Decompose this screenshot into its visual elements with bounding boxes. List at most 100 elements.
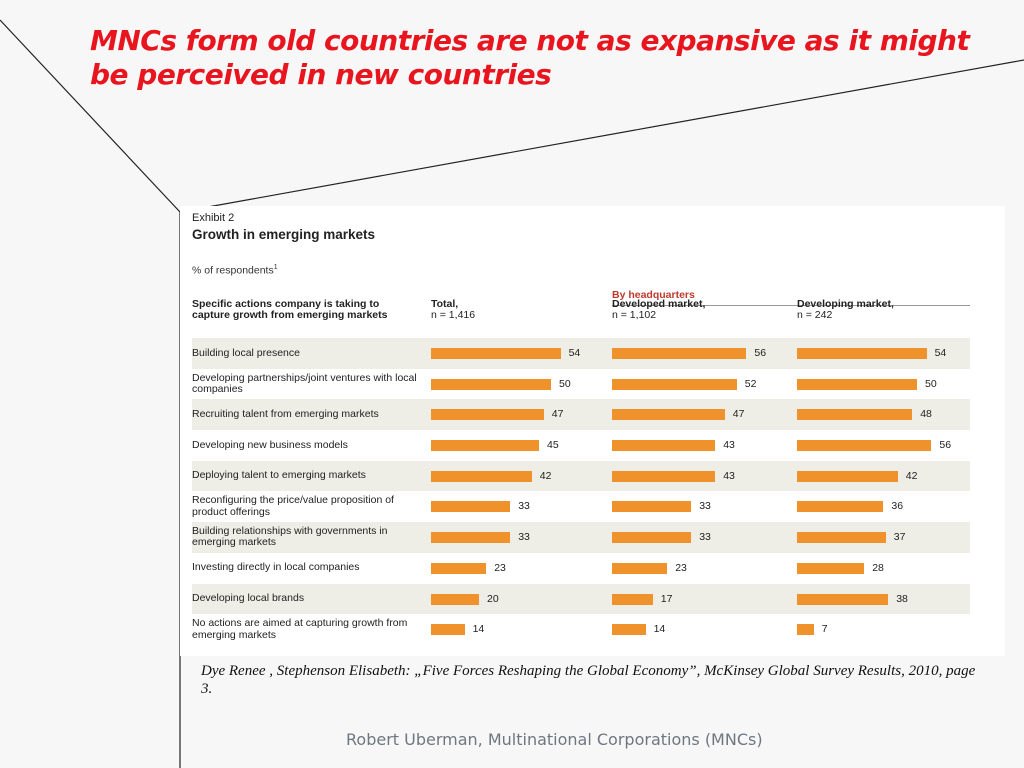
data-label-developed: 52 xyxy=(744,377,757,390)
bar-total xyxy=(431,470,532,482)
chart-row-reconfiguring-the-price-value-proposition-of-product-offerings: Reconfiguring the price/value propositio… xyxy=(192,491,970,522)
data-label-total: 20 xyxy=(487,592,499,605)
bar-total xyxy=(431,624,465,636)
data-label-developed: 43 xyxy=(723,469,735,482)
column-header-total: Total, n = 1,416 xyxy=(431,299,475,321)
data-label-developing: 37 xyxy=(893,531,906,544)
chart-rows: Building local presence 54 56 54 Developing … xyxy=(192,338,970,645)
slide-footer: Robert Uberman, Multinational Corporatio… xyxy=(346,730,763,749)
data-label-total: 23 xyxy=(494,561,506,574)
bar-total xyxy=(431,562,487,574)
column-header-total-name: Total, xyxy=(431,298,459,310)
data-label-developed: 14 xyxy=(653,623,666,636)
bar-developed xyxy=(612,409,725,421)
bar-developed xyxy=(612,532,692,544)
data-label-developing: 42 xyxy=(905,469,918,482)
data-label-total: 45 xyxy=(547,439,559,452)
bar-total xyxy=(431,378,551,390)
footnote-marker: 1 xyxy=(273,264,278,271)
data-label-developing: 54 xyxy=(934,347,947,359)
column-header-developed-name: Developed market, xyxy=(612,298,706,310)
data-label-total: 42 xyxy=(539,469,552,482)
category-label: Deploying talent to emerging markets xyxy=(192,469,366,482)
category-label: Investing directly in local companies xyxy=(192,561,360,574)
bar-developed xyxy=(612,470,716,482)
bar-developed xyxy=(612,440,716,452)
data-label-developing: 7 xyxy=(821,623,828,636)
chart-row-developing-local-brands: Developing local brands 20 17 38 xyxy=(192,583,970,615)
exhibit-chart: Exhibit 2 Growth in emerging markets % o… xyxy=(180,206,1005,656)
bar-developed xyxy=(612,501,692,513)
group-header-rule xyxy=(612,305,970,306)
chart-row-investing-directly-in-local-companies: Investing directly in local companies 23 2… xyxy=(192,553,970,584)
data-label-total: 50 xyxy=(559,377,571,390)
data-label-developed: 33 xyxy=(699,531,711,544)
bar-developing xyxy=(797,624,814,636)
exhibit-label: Exhibit 2 xyxy=(192,212,235,224)
row-header: Specific actions company is taking to ca… xyxy=(192,298,388,321)
data-label-developing: 56 xyxy=(939,439,952,452)
bar-developing xyxy=(797,470,898,482)
bar-developing xyxy=(797,532,886,544)
group-header: By headquarters xyxy=(612,289,695,301)
source-citation: Dye Renee , Stephenson Elisabeth: „Five … xyxy=(201,663,976,697)
data-label-total: 14 xyxy=(472,623,485,636)
bar-total xyxy=(431,501,511,513)
bar-developed xyxy=(612,624,646,636)
column-header-developing: Developing market, n = 242 xyxy=(797,299,894,321)
chart-row-building-relationships-with-governments-in-emerging-markets: Building relationships with governments … xyxy=(192,522,970,553)
category-label: Developing local brands xyxy=(192,592,305,605)
data-label-developed: 47 xyxy=(732,408,745,421)
bar-developed xyxy=(612,593,653,605)
category-label: Building relationships with governments … xyxy=(192,524,388,549)
data-label-total: 54 xyxy=(568,347,581,359)
category-label: Reconfiguring the price/value propositio… xyxy=(192,494,394,518)
bar-developed xyxy=(612,562,668,574)
data-label-developed: 56 xyxy=(754,347,767,359)
column-header-developed: Developed market, n = 1,102 xyxy=(612,299,705,321)
bar-developed xyxy=(612,378,737,390)
bar-total xyxy=(431,440,539,452)
category-label: Developing partnerships/joint ventures w… xyxy=(192,371,417,396)
chart-row-developing-partnerships-joint-ventures-with-local-companies: Developing partnerships/joint ventures w… xyxy=(192,369,970,400)
data-label-developing: 28 xyxy=(872,561,884,574)
data-label-developed: 43 xyxy=(723,439,735,452)
bar-total xyxy=(431,593,479,605)
bar-developing xyxy=(797,440,932,452)
category-label: No actions are aimed at capturing growth… xyxy=(192,617,408,641)
category-label: Recruiting talent from emerging markets xyxy=(192,407,379,420)
category-label: Developing new business models xyxy=(192,438,348,451)
slide-title: MNCs form old countries are not as expan… xyxy=(90,24,970,91)
data-label-total: 33 xyxy=(518,500,530,513)
data-label-developing: 48 xyxy=(920,408,932,421)
bar-total xyxy=(431,409,544,421)
column-header-total-n: n = 1,416 xyxy=(431,309,476,321)
data-label-developing: 38 xyxy=(896,592,908,605)
bar-developing xyxy=(797,378,917,390)
exhibit-subtitle: % of respondents1 xyxy=(192,264,278,277)
column-header-developed-n: n = 1,102 xyxy=(612,309,657,321)
chart-row-deploying-talent-to-emerging-markets: Deploying talent to emerging markets 42 43… xyxy=(192,460,970,492)
exhibit-subtitle-text: % of respondents xyxy=(192,264,274,277)
bar-total xyxy=(431,348,561,359)
bar-developed xyxy=(612,348,747,359)
exhibit-title: Growth in emerging markets xyxy=(192,227,376,242)
data-label-total: 47 xyxy=(551,408,564,421)
column-header-developing-name: Developing market, xyxy=(797,298,894,310)
data-label-developed: 17 xyxy=(660,592,673,605)
bar-developing xyxy=(797,409,913,421)
chart-row-no-actions-are-aimed-at-capturing-growth-from-emerging-markets: No actions are aimed at capturing growth… xyxy=(192,614,970,645)
data-label-developing: 50 xyxy=(925,377,937,390)
bar-developing xyxy=(797,562,865,574)
chart-row-building-local-presence: Building local presence 54 56 54 xyxy=(192,338,970,369)
data-label-developing: 36 xyxy=(891,500,904,513)
bar-developing xyxy=(797,348,927,359)
bar-developing xyxy=(797,593,889,605)
chart-row-developing-new-business-models: Developing new business models 45 43 56 xyxy=(192,430,970,461)
category-label: Building local presence xyxy=(192,346,300,359)
bar-developing xyxy=(797,501,884,513)
data-label-developed: 33 xyxy=(699,500,711,513)
data-label-developed: 23 xyxy=(675,561,687,574)
chart-row-recruiting-talent-from-emerging-markets: Recruiting talent from emerging markets 4… xyxy=(192,399,970,431)
column-header-developing-n: n = 242 xyxy=(797,309,833,321)
